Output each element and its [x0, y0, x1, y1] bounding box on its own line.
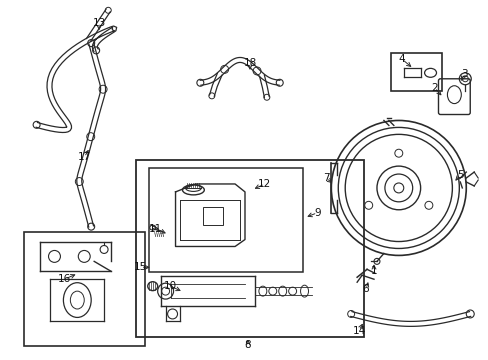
Text: 13: 13	[92, 18, 105, 28]
Bar	[148, 168, 302, 272]
Text: 16: 16	[58, 274, 71, 284]
Text: 2: 2	[430, 83, 437, 93]
Bar	[390, 53, 442, 91]
Text: 7: 7	[323, 173, 329, 183]
Text: 12: 12	[258, 179, 271, 189]
Text: 14: 14	[352, 326, 365, 336]
Text: 15: 15	[134, 262, 147, 272]
Bar	[203, 207, 223, 225]
Text: 17: 17	[78, 152, 91, 162]
Bar	[24, 231, 144, 346]
Text: 6: 6	[362, 284, 368, 294]
Text: 4: 4	[398, 54, 404, 64]
Text: 11: 11	[149, 224, 162, 234]
Bar	[136, 160, 364, 337]
Text: 3: 3	[460, 69, 467, 79]
Text: 5: 5	[456, 170, 463, 180]
Text: 1: 1	[370, 266, 377, 276]
Text: 9: 9	[313, 208, 320, 218]
Text: 18: 18	[243, 58, 256, 68]
Text: 8: 8	[244, 340, 251, 350]
Text: 10: 10	[163, 281, 177, 291]
